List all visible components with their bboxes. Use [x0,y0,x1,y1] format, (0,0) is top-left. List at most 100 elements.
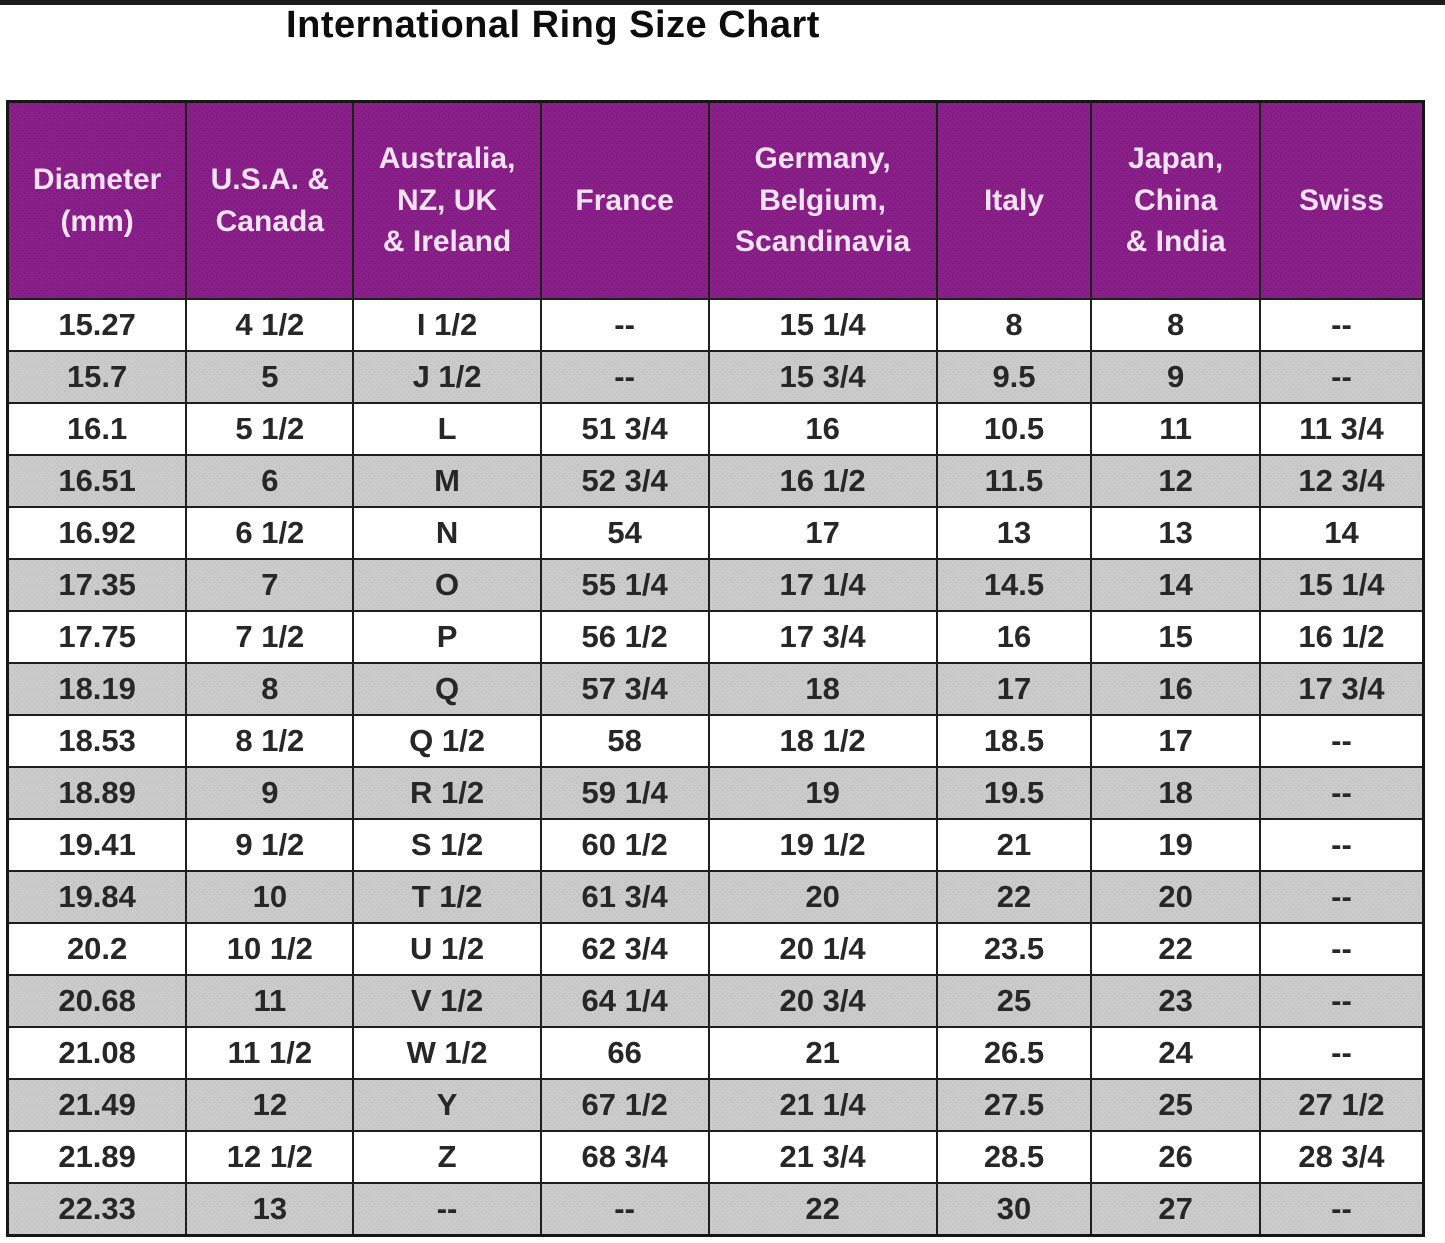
table-cell: 4 1/2 [185,298,355,352]
table-cell: 7 1/2 [185,610,355,664]
table-row: 22.33 13 -- -- 22 30 27 -- [6,1182,1425,1237]
table-row: 16.92 6 1/2 N 54 17 13 13 14 [6,506,1425,560]
table-cell: 25 [935,974,1093,1028]
table-cell: 22 [935,870,1093,924]
table-cell: -- [1258,298,1425,352]
table-cell: 15 [1090,610,1261,664]
column-header: France [539,100,710,300]
column-header: Australia, NZ, UK & Ireland [352,100,542,300]
table-row: 21.08 11 1/2 W 1/2 66 21 26.5 24 -- [6,1026,1425,1080]
table-cell: 12 [185,1078,355,1132]
table-cell: 12 1/2 [185,1130,355,1184]
table-cell: 15 1/4 [1258,558,1425,612]
table-cell: -- [1258,922,1425,976]
table-row: 20.68 11 V 1/2 64 1/4 20 3/4 25 23 -- [6,974,1425,1028]
table-cell: 11 3/4 [1258,402,1425,456]
table-cell: 21.89 [6,1130,188,1184]
table-cell: 21 1/4 [707,1078,938,1132]
table-cell: 16.92 [6,506,188,560]
table-cell: Q [352,662,542,716]
table-cell: 21 3/4 [707,1130,938,1184]
table-cell: 21.08 [6,1026,188,1080]
table-cell: 18.5 [935,714,1093,768]
table-cell: 14.5 [935,558,1093,612]
table-cell: -- [1258,818,1425,872]
table-cell: I 1/2 [352,298,542,352]
table-cell: 68 3/4 [539,1130,710,1184]
table-cell: 60 1/2 [539,818,710,872]
table-cell: 66 [539,1026,710,1080]
table-cell: 27.5 [935,1078,1093,1132]
table-cell: 57 3/4 [539,662,710,716]
table-cell: J 1/2 [352,350,542,404]
table-cell: 17 1/4 [707,558,938,612]
table-cell: 20 [707,870,938,924]
table-cell: L [352,402,542,456]
table-cell: 5 1/2 [185,402,355,456]
table-row: 19.84 10 T 1/2 61 3/4 20 22 20 -- [6,870,1425,924]
table-cell: 17 3/4 [1258,662,1425,716]
table-row: 15.27 4 1/2 I 1/2 -- 15 1/4 8 8 -- [6,298,1425,352]
table-row: 18.19 8 Q 57 3/4 18 17 16 17 3/4 [6,662,1425,716]
table-cell: V 1/2 [352,974,542,1028]
column-header: U.S.A. & Canada [185,100,355,300]
table-cell: 11.5 [935,454,1093,508]
table-cell: 5 [185,350,355,404]
table-cell: 13 [935,506,1093,560]
table-cell: 18 [1090,766,1261,820]
table-cell: -- [539,1182,710,1237]
table-cell: 24 [1090,1026,1261,1080]
table-cell: 20.2 [6,922,188,976]
table-body: 15.27 4 1/2 I 1/2 -- 15 1/4 8 8 -- 15.7 5 J 1/2 -- 1… [6,298,1425,1237]
table-cell: -- [1258,1026,1425,1080]
column-header: Italy [935,100,1093,300]
table-cell: 9.5 [935,350,1093,404]
table-cell: 28.5 [935,1130,1093,1184]
table-cell: 21 [707,1026,938,1080]
table-cell: 21 [935,818,1093,872]
table-cell: 51 3/4 [539,402,710,456]
table-row: 21.89 12 1/2 Z 68 3/4 21 3/4 28.5 26 28 3/4 [6,1130,1425,1184]
table-cell: 10.5 [935,402,1093,456]
header-row: Diameter (mm) U.S.A. & Canada Australia, N… [6,100,1425,300]
table-cell: 19 [707,766,938,820]
table-cell: 18 1/2 [707,714,938,768]
table-cell: 19.84 [6,870,188,924]
column-header: Diameter (mm) [6,100,188,300]
table-cell: W 1/2 [352,1026,542,1080]
table-cell: 26.5 [935,1026,1093,1080]
table-cell: 52 3/4 [539,454,710,508]
table-cell: 62 3/4 [539,922,710,976]
table-cell: 56 1/2 [539,610,710,664]
table-cell: 9 [1090,350,1261,404]
table-cell: 22.33 [6,1182,188,1237]
table-row: 21.49 12 Y 67 1/2 21 1/4 27.5 25 27 1/2 [6,1078,1425,1132]
table-cell: 28 3/4 [1258,1130,1425,1184]
table-cell: 15.27 [6,298,188,352]
table-cell: 8 [935,298,1093,352]
table-cell: -- [1258,1182,1425,1237]
table-cell: 7 [185,558,355,612]
table-cell: 27 [1090,1182,1261,1237]
table-cell: 16 1/2 [1258,610,1425,664]
table-row: 18.53 8 1/2 Q 1/2 58 18 1/2 18.5 17 -- [6,714,1425,768]
table-cell: 23.5 [935,922,1093,976]
table-cell: 18.19 [6,662,188,716]
table-cell: 8 [185,662,355,716]
table-cell: 20.68 [6,974,188,1028]
table-cell: -- [1258,766,1425,820]
table-row: 16.1 5 1/2 L 51 3/4 16 10.5 11 11 3/4 [6,402,1425,456]
table-cell: O [352,558,542,612]
table-cell: Z [352,1130,542,1184]
table-cell: 25 [1090,1078,1261,1132]
column-header: Germany, Belgium, Scandinavia [707,100,938,300]
table-cell: 14 [1258,506,1425,560]
table-row: 15.7 5 J 1/2 -- 15 3/4 9.5 9 -- [6,350,1425,404]
table-cell: 17 3/4 [707,610,938,664]
ring-size-table: Diameter (mm) U.S.A. & Canada Australia, N… [6,100,1425,1237]
table-cell: 18.89 [6,766,188,820]
table-cell: 19.41 [6,818,188,872]
table-cell: 10 [185,870,355,924]
table-cell: 9 [185,766,355,820]
table-cell: 67 1/2 [539,1078,710,1132]
